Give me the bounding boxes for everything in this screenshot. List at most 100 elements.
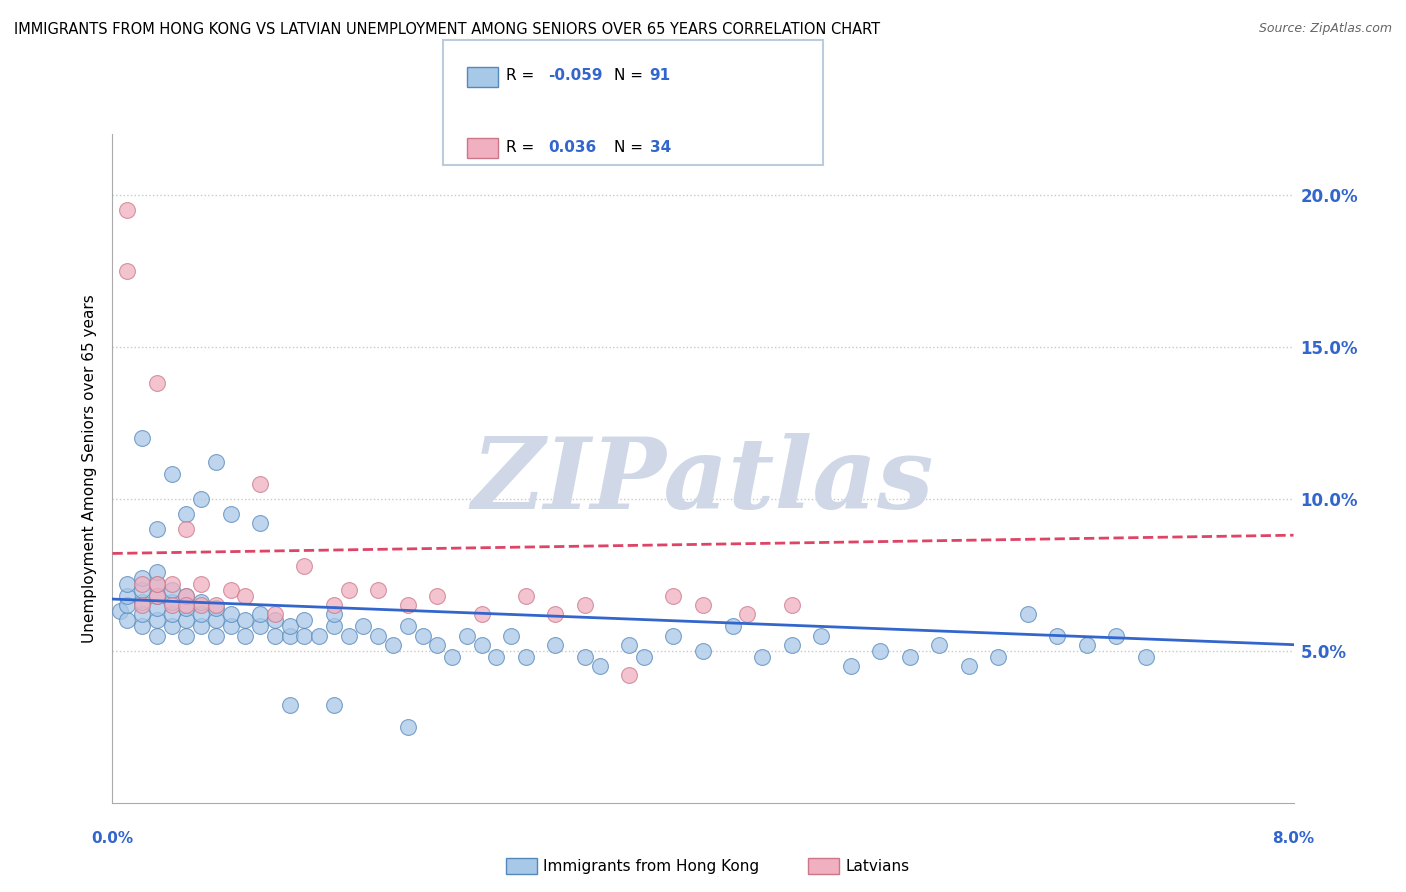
Point	[662, 589, 685, 603]
Text: 34: 34	[650, 140, 671, 154]
Point	[292, 613, 315, 627]
Point	[1105, 628, 1128, 642]
Point	[456, 628, 478, 642]
Point	[1017, 607, 1039, 622]
Text: N =: N =	[614, 69, 648, 83]
Point	[501, 628, 523, 642]
Point	[160, 595, 183, 609]
Point	[146, 522, 169, 536]
Point	[117, 613, 138, 627]
Point	[205, 613, 228, 627]
Point	[174, 613, 197, 627]
Point	[323, 607, 346, 622]
Point	[160, 607, 183, 622]
Point	[619, 668, 641, 682]
Point	[160, 467, 183, 482]
Point	[515, 589, 537, 603]
Point	[146, 589, 169, 603]
Point	[205, 601, 228, 615]
Point	[396, 598, 419, 612]
Point	[160, 598, 183, 612]
Point	[264, 607, 287, 622]
Text: R =: R =	[506, 140, 540, 154]
Point	[219, 607, 242, 622]
Point	[633, 649, 655, 664]
Point	[323, 619, 346, 633]
Point	[190, 598, 212, 612]
Point	[471, 638, 494, 652]
Point	[1135, 649, 1157, 664]
Point	[412, 628, 434, 642]
Point	[810, 628, 832, 642]
Point	[898, 649, 921, 664]
Point	[249, 619, 271, 633]
Point	[619, 638, 641, 652]
Point	[337, 628, 360, 642]
Point	[1046, 628, 1069, 642]
Point	[987, 649, 1010, 664]
Point	[264, 628, 287, 642]
Point	[292, 558, 315, 573]
Text: Latvians: Latvians	[845, 859, 910, 873]
Point	[426, 638, 449, 652]
Text: N =: N =	[614, 140, 648, 154]
Point	[249, 516, 271, 530]
Point	[278, 698, 301, 713]
Point	[146, 376, 169, 391]
Point	[131, 598, 153, 612]
Point	[737, 607, 759, 622]
Point	[1076, 638, 1098, 652]
Point	[780, 598, 803, 612]
Point	[352, 619, 374, 633]
Point	[174, 601, 197, 615]
Point	[692, 598, 714, 612]
Point	[174, 598, 197, 612]
Point	[367, 628, 389, 642]
Point	[190, 619, 212, 633]
Point	[441, 649, 464, 664]
Point	[233, 613, 256, 627]
Point	[396, 720, 419, 734]
Point	[117, 263, 138, 277]
Point	[146, 577, 169, 591]
Point	[574, 649, 596, 664]
Text: 0.036: 0.036	[548, 140, 596, 154]
Point	[219, 582, 242, 597]
Point	[323, 698, 346, 713]
Point	[278, 619, 301, 633]
Point	[117, 598, 138, 612]
Point	[160, 619, 183, 633]
Point	[174, 628, 197, 642]
Point	[323, 598, 346, 612]
Point	[131, 607, 153, 622]
Point	[337, 582, 360, 597]
Point	[117, 589, 138, 603]
Point	[869, 644, 891, 658]
Y-axis label: Unemployment Among Seniors over 65 years: Unemployment Among Seniors over 65 years	[82, 294, 97, 642]
Point	[131, 619, 153, 633]
Point	[131, 595, 153, 609]
Point	[233, 589, 256, 603]
Point	[382, 638, 405, 652]
Point	[131, 582, 153, 597]
Point	[190, 491, 212, 506]
Point	[367, 582, 389, 597]
Point	[515, 649, 537, 664]
Point	[588, 659, 610, 673]
Point	[146, 589, 169, 603]
Point	[146, 628, 169, 642]
Point	[485, 649, 508, 664]
Text: 91: 91	[650, 69, 671, 83]
Point	[160, 582, 183, 597]
Point	[146, 613, 169, 627]
Point	[692, 644, 714, 658]
Point	[131, 431, 153, 445]
Point	[928, 638, 950, 652]
Point	[117, 577, 138, 591]
Text: -0.059: -0.059	[548, 69, 603, 83]
Point	[190, 577, 212, 591]
Text: 8.0%: 8.0%	[1272, 831, 1315, 846]
Point	[292, 628, 315, 642]
Point	[131, 571, 153, 585]
Point	[131, 577, 153, 591]
